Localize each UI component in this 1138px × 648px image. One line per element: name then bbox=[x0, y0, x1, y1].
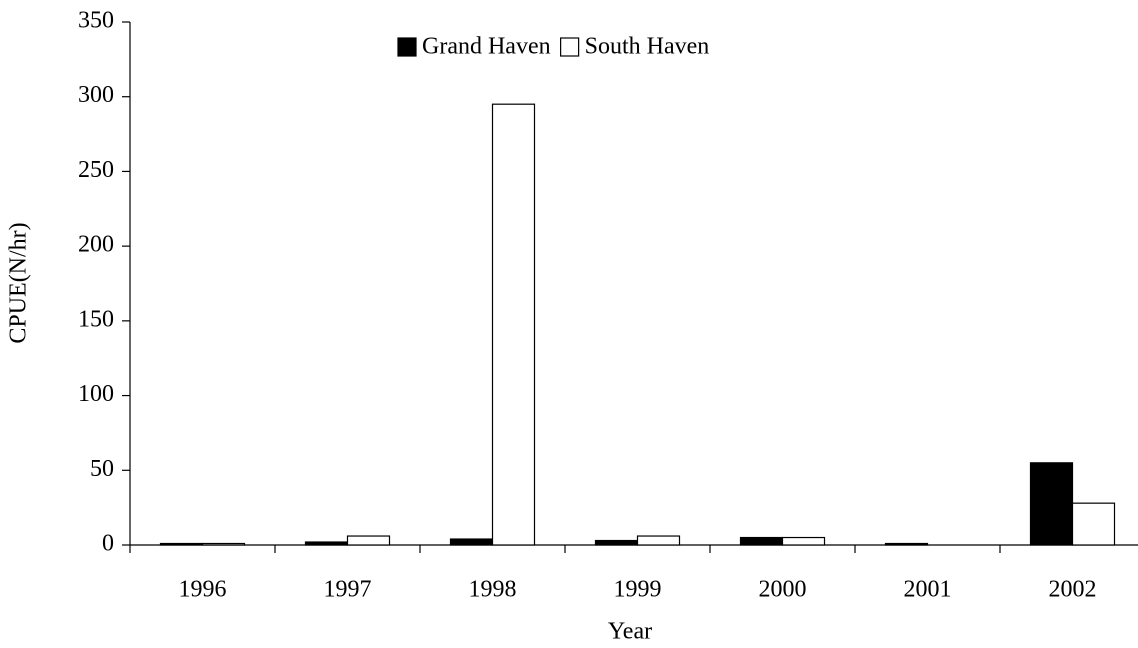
x-tick-label: 2001 bbox=[904, 577, 952, 603]
bar bbox=[159, 542, 204, 546]
y-tick-label: 50 bbox=[90, 456, 114, 482]
x-tick-label: 2000 bbox=[759, 577, 807, 603]
bar bbox=[636, 535, 681, 546]
x-tick-label: 1997 bbox=[324, 577, 372, 603]
bar bbox=[201, 542, 246, 546]
bar bbox=[346, 535, 391, 546]
bar bbox=[1071, 502, 1116, 546]
y-tick-label: 100 bbox=[78, 381, 114, 407]
bar bbox=[304, 541, 349, 546]
y-tick-label: 250 bbox=[78, 157, 114, 183]
bar bbox=[1029, 462, 1074, 546]
legend-label: Grand Haven bbox=[422, 34, 551, 60]
y-tick-label: 200 bbox=[78, 232, 114, 258]
legend-swatch bbox=[397, 37, 417, 57]
y-tick-label: 350 bbox=[78, 8, 114, 34]
legend-swatch bbox=[560, 37, 580, 57]
x-tick-label: 1996 bbox=[179, 577, 227, 603]
bar bbox=[594, 539, 639, 546]
x-tick-label: 2002 bbox=[1049, 577, 1097, 603]
bar bbox=[449, 538, 494, 546]
y-axis-label: CPUE(N/hr) bbox=[6, 222, 32, 343]
x-axis-label: Year bbox=[608, 619, 652, 645]
bar bbox=[491, 103, 536, 546]
x-tick-label: 1998 bbox=[469, 577, 517, 603]
bar bbox=[739, 536, 784, 546]
bar bbox=[884, 542, 929, 546]
y-tick-label: 0 bbox=[102, 531, 114, 557]
bar bbox=[781, 536, 826, 546]
y-tick-label: 150 bbox=[78, 306, 114, 332]
y-tick-label: 300 bbox=[78, 82, 114, 108]
legend-label: South Haven bbox=[585, 34, 710, 60]
x-tick-label: 1999 bbox=[614, 577, 662, 603]
